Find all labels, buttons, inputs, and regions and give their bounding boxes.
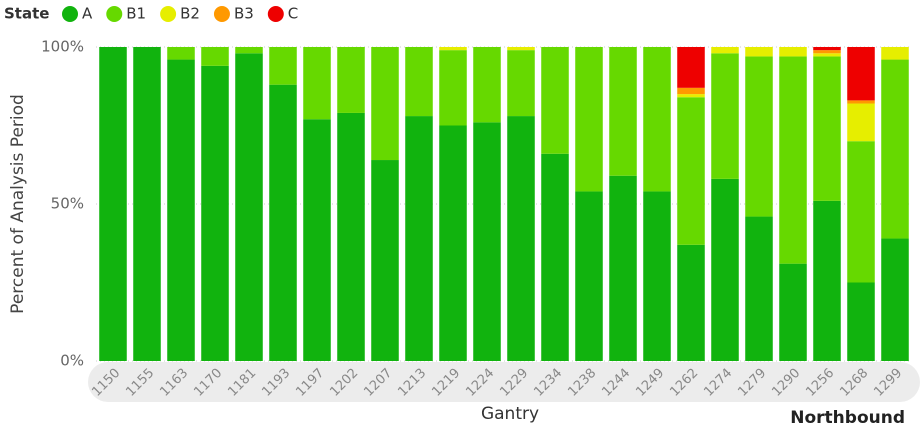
bar-segment xyxy=(439,125,467,361)
bar-segment xyxy=(847,47,875,101)
bar-segment xyxy=(847,100,875,104)
bar-segment xyxy=(235,47,263,54)
bar-segment xyxy=(201,47,229,66)
bar-segment xyxy=(473,47,501,123)
bar-segment xyxy=(371,47,399,161)
bar-segment xyxy=(507,50,535,117)
bar-segment xyxy=(337,112,365,361)
bar-segment xyxy=(609,175,637,361)
bar-segment xyxy=(507,116,535,361)
legend-label: A xyxy=(82,5,93,23)
bar-segment xyxy=(507,47,535,51)
bar-segment xyxy=(779,56,807,264)
bar-segment xyxy=(677,47,705,88)
bar-segment xyxy=(813,53,841,57)
bar-segment xyxy=(813,56,841,201)
bar-segment xyxy=(677,87,705,95)
bar-segment xyxy=(711,53,739,179)
bar-segment xyxy=(813,200,841,361)
bar-segment xyxy=(847,103,875,142)
y-tick-label: 100% xyxy=(41,38,84,56)
bar-segment xyxy=(439,47,467,51)
bar-segment xyxy=(201,65,229,361)
bar-segment xyxy=(813,47,841,51)
legend-swatch xyxy=(267,6,284,22)
legend-label: B3 xyxy=(234,5,254,23)
bar-segment xyxy=(745,47,773,57)
bar-segment xyxy=(133,47,161,361)
bar-segment xyxy=(745,56,773,217)
bar-segment xyxy=(575,47,603,192)
bar-segment xyxy=(405,47,433,117)
bar-segment xyxy=(371,160,399,361)
legend-label: B2 xyxy=(180,5,200,23)
bar-segment xyxy=(541,47,569,154)
bar-segment xyxy=(235,53,263,361)
bar-segment xyxy=(711,47,739,54)
bar-segment xyxy=(99,47,127,361)
legend-label: B1 xyxy=(126,5,146,23)
bar-segment xyxy=(269,84,297,362)
legend-title: State xyxy=(4,5,49,23)
bar-segment xyxy=(745,216,773,361)
bar-segment xyxy=(269,47,297,85)
legend-label: C xyxy=(288,5,298,23)
bar-segment xyxy=(711,178,739,361)
y-tick-label: 0% xyxy=(60,352,84,370)
bar-segment xyxy=(677,97,705,245)
y-tick-label: 50% xyxy=(51,195,84,213)
annotation: Northbound xyxy=(790,408,905,428)
bar-segment xyxy=(337,47,365,113)
bar-segment xyxy=(405,116,433,361)
bar-segment xyxy=(677,244,705,361)
bar-segment xyxy=(881,59,909,239)
bar-segment xyxy=(167,59,195,362)
bar-segment xyxy=(439,50,467,126)
legend-swatch xyxy=(160,6,177,22)
legend-swatch xyxy=(213,6,230,22)
bar-segment xyxy=(881,238,909,361)
legend-swatch xyxy=(62,6,78,22)
bar-segment xyxy=(167,47,195,60)
x-axis-band xyxy=(88,362,920,402)
bar-segment xyxy=(643,191,671,361)
legend-swatch xyxy=(106,6,123,22)
bar-segment xyxy=(847,282,875,361)
bar-segment xyxy=(609,47,637,176)
y-axis-title: Percent of Analysis Period xyxy=(8,94,28,314)
bar-segment xyxy=(643,47,671,192)
bar-segment xyxy=(303,47,331,120)
bar-segment xyxy=(847,141,875,283)
bar-segment xyxy=(813,50,841,54)
bar-segment xyxy=(303,119,331,361)
bar-segment xyxy=(541,153,569,361)
bar-segment xyxy=(473,122,501,361)
x-axis-title: Gantry xyxy=(481,404,539,424)
bar-segment xyxy=(677,94,705,98)
bar-segment xyxy=(779,47,807,57)
bar-segment xyxy=(779,263,807,361)
bar-segment xyxy=(575,191,603,361)
bar-segment xyxy=(881,47,909,60)
